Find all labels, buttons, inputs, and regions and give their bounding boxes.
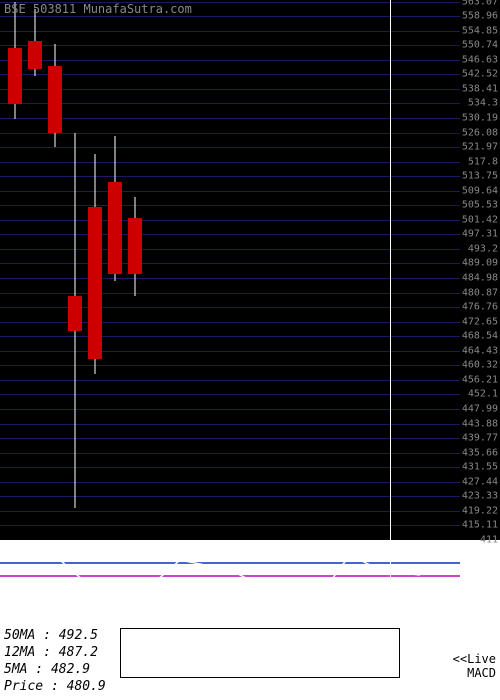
12ma-line bbox=[0, 562, 460, 564]
indicator-panel: 50MA : 492.5 12MA : 487.2 5MA : 482.9 Pr… bbox=[0, 540, 500, 700]
macd-label: <<Live MACD bbox=[453, 652, 496, 680]
y-tick-label: 505.53 bbox=[462, 200, 498, 211]
50ma-line bbox=[0, 575, 460, 577]
y-tick-label: 411 bbox=[480, 535, 498, 546]
y-tick-label: 427.44 bbox=[462, 476, 498, 487]
y-tick-label: 558.96 bbox=[462, 11, 498, 22]
y-tick-label: 447.99 bbox=[462, 404, 498, 415]
y-tick-label: 513.75 bbox=[462, 171, 498, 182]
y-tick-label: 439.77 bbox=[462, 433, 498, 444]
y-tick-label: 530.19 bbox=[462, 112, 498, 123]
5ma-line bbox=[0, 555, 460, 557]
stock-chart: BSE 503811 MunafaSutra.com 563.07 558.96 5… bbox=[0, 0, 500, 700]
y-tick-label: 538.41 bbox=[462, 83, 498, 94]
y-tick-label: 464.43 bbox=[462, 345, 498, 356]
y-tick-label: 501.42 bbox=[462, 214, 498, 225]
y-tick-label: 550.74 bbox=[462, 40, 498, 51]
candle bbox=[108, 0, 122, 540]
y-tick-label: 423.33 bbox=[462, 491, 498, 502]
stats-box: 50MA : 492.5 12MA : 487.2 5MA : 482.9 Pr… bbox=[4, 628, 106, 696]
y-tick-label: 460.32 bbox=[462, 360, 498, 371]
y-tick-label: 517.8 bbox=[468, 156, 498, 167]
candle bbox=[8, 0, 22, 540]
symbol-text: BSE 503811 bbox=[4, 2, 76, 16]
y-tick-label: 456.21 bbox=[462, 374, 498, 385]
price-panel: BSE 503811 MunafaSutra.com 563.07 558.96 5… bbox=[0, 0, 500, 540]
y-tick-label: 476.76 bbox=[462, 302, 498, 313]
y-tick-label: 526.08 bbox=[462, 127, 498, 138]
y-tick-label: 563.07 bbox=[462, 0, 498, 7]
y-tick-label: 435.66 bbox=[462, 447, 498, 458]
y-tick-label: 534.3 bbox=[468, 98, 498, 109]
y-tick-label: 554.85 bbox=[462, 25, 498, 36]
y-tick-label: 480.87 bbox=[462, 287, 498, 298]
y-tick-label: 431.55 bbox=[462, 462, 498, 473]
y-tick-label: 443.88 bbox=[462, 418, 498, 429]
candle bbox=[68, 0, 82, 540]
y-tick-label: 468.54 bbox=[462, 331, 498, 342]
y-tick-label: 493.2 bbox=[468, 243, 498, 254]
chart-title: BSE 503811 MunafaSutra.com bbox=[4, 2, 192, 16]
candle bbox=[128, 0, 142, 540]
stat-row-50ma: 50MA : 492.5 bbox=[4, 628, 106, 645]
y-tick-label: 497.31 bbox=[462, 229, 498, 240]
stat-row-5ma: 5MA : 482.9 bbox=[4, 662, 106, 679]
y-tick-label: 472.65 bbox=[462, 316, 498, 327]
watermark-text: MunafaSutra.com bbox=[83, 2, 191, 16]
stat-row-12ma: 12MA : 487.2 bbox=[4, 645, 106, 662]
y-tick-label: 546.63 bbox=[462, 54, 498, 65]
y-tick-label: 484.98 bbox=[462, 273, 498, 284]
candle bbox=[28, 0, 42, 540]
stat-row-price: Price : 480.9 bbox=[4, 679, 106, 696]
y-tick-label: 509.64 bbox=[462, 185, 498, 196]
y-tick-label: 452.1 bbox=[468, 389, 498, 400]
macd-histogram-box bbox=[120, 628, 400, 678]
candle bbox=[48, 0, 62, 540]
y-tick-label: 415.11 bbox=[462, 520, 498, 531]
y-tick-label: 521.97 bbox=[462, 142, 498, 153]
y-tick-label: 419.22 bbox=[462, 505, 498, 516]
candle bbox=[88, 0, 102, 540]
y-tick-label: 542.52 bbox=[462, 69, 498, 80]
y-tick-label: 489.09 bbox=[462, 258, 498, 269]
